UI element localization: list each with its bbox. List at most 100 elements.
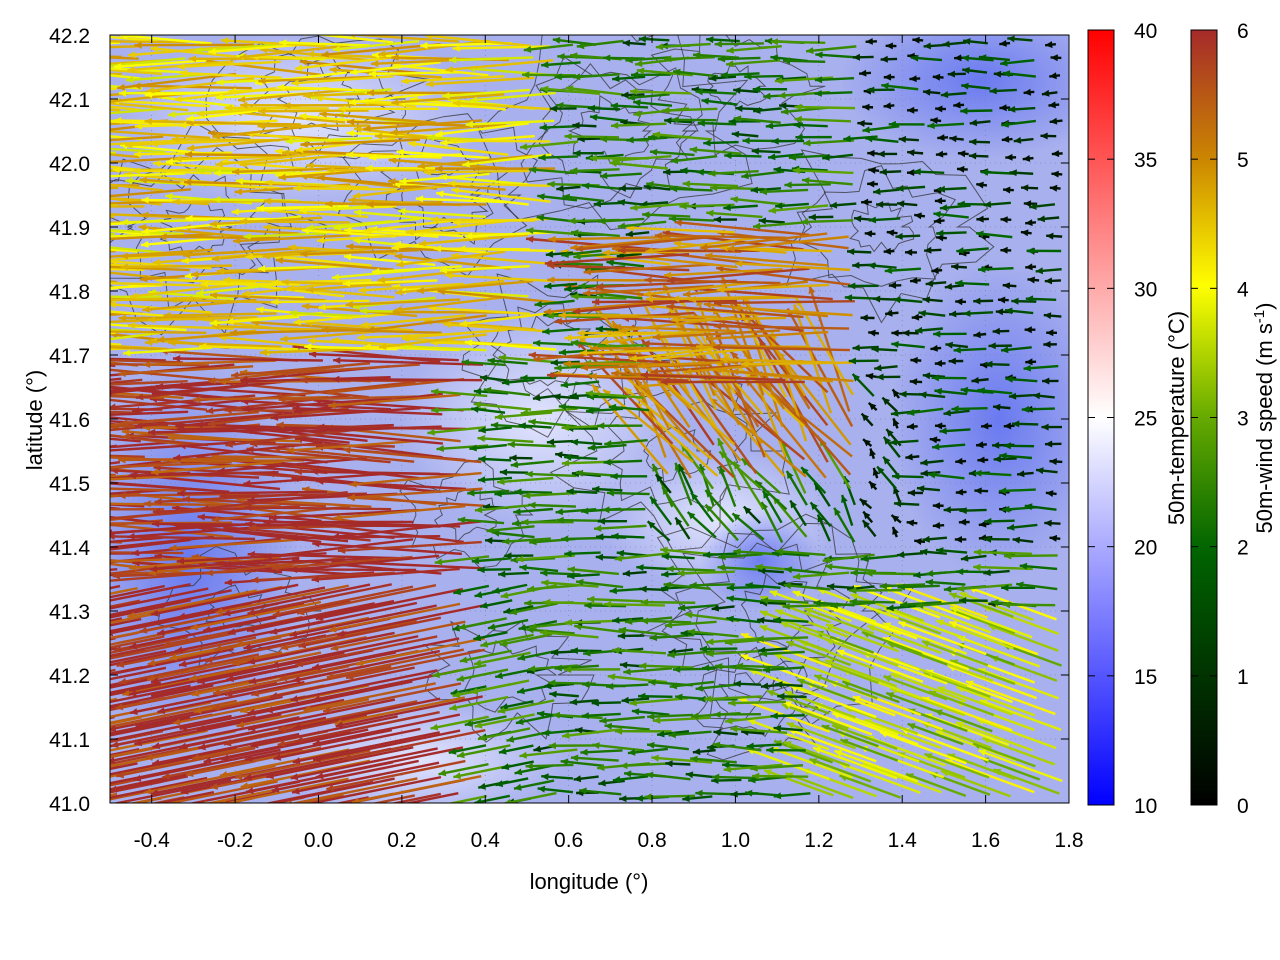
wind-arrow-head xyxy=(671,116,679,124)
wind-arrow-shaft xyxy=(583,263,714,274)
wind-arrow-head xyxy=(5,502,12,509)
x-tick-label: 0.0 xyxy=(304,829,333,852)
wind-arrow-head xyxy=(42,553,50,560)
wind-arrow-head xyxy=(53,129,61,136)
wind-arrow-shaft xyxy=(712,743,762,752)
wind-arrow-shaft xyxy=(980,757,1040,781)
wind-arrow-head xyxy=(1019,562,1028,570)
wind-arrow-head xyxy=(167,434,176,442)
wind-arrow-head xyxy=(667,276,675,284)
wind-arrow-head xyxy=(478,782,486,790)
colorbar-tick-label: 1 xyxy=(1237,666,1249,689)
wind-arrow-head xyxy=(963,310,971,317)
wind-arrow-head xyxy=(664,117,672,125)
wind-arrow-head xyxy=(843,135,851,143)
wind-arrow-head xyxy=(456,675,465,682)
wind-arrow-head xyxy=(969,119,978,127)
wind-arrow-head xyxy=(633,99,641,107)
wind-arrow-head xyxy=(612,75,620,83)
wind-arrow-head xyxy=(670,157,679,164)
wind-arrow-head xyxy=(706,36,714,44)
wind-arrow-head xyxy=(62,391,69,398)
wind-arrow-head xyxy=(576,578,584,586)
wind-arrow-shaft xyxy=(110,776,208,799)
wind-arrow-head xyxy=(706,650,714,658)
wind-arrow-shaft xyxy=(548,236,671,241)
wind-arrow-head xyxy=(945,341,953,349)
wind-arrow-shaft xyxy=(800,219,854,224)
wind-arrow-head xyxy=(688,296,697,303)
temperature-colorbar-label: 50m-temperature (°C) xyxy=(1164,311,1189,525)
wind-arrow-head xyxy=(151,390,160,397)
wind-arrow-head xyxy=(144,90,152,98)
wind-arrow-head xyxy=(417,162,426,170)
wind-arrow-head xyxy=(663,581,672,589)
wind-arrow-head xyxy=(1036,467,1044,475)
wind-arrow-shaft xyxy=(110,699,237,728)
wind-arrow-head xyxy=(428,803,436,810)
wind-arrow-head xyxy=(239,217,248,225)
wind-arrow-head xyxy=(771,137,779,145)
wind-arrow-head xyxy=(331,336,339,344)
wind-arrow-head xyxy=(953,346,961,354)
wind-arrow-head xyxy=(13,739,21,746)
wind-arrow-head xyxy=(741,360,749,368)
wind-arrow-shaft xyxy=(651,463,674,508)
wind-arrow-head xyxy=(118,370,126,377)
wind-arrow-shaft xyxy=(295,635,438,667)
wind-arrow-shaft xyxy=(251,665,392,696)
wind-arrow-head xyxy=(270,414,279,421)
wind-arrow-head xyxy=(244,755,253,762)
wind-arrow-shaft xyxy=(453,217,554,224)
wind-arrow-shaft xyxy=(786,640,852,667)
wind-arrow-head xyxy=(366,89,375,97)
wind-arrow-head xyxy=(144,338,153,346)
wind-arrow-head xyxy=(867,180,875,188)
wind-arrow-shaft xyxy=(371,265,462,274)
wind-arrow-head xyxy=(992,327,1000,335)
wind-arrow-head xyxy=(1037,215,1046,223)
wind-arrow-head xyxy=(630,204,638,211)
wind-arrow-head xyxy=(1035,267,1044,275)
wind-arrow-shaft xyxy=(290,747,438,780)
wind-arrow-head xyxy=(849,587,857,594)
wind-arrow-head xyxy=(394,306,402,313)
wind-arrow-shaft xyxy=(319,112,437,124)
wind-arrow-head xyxy=(275,148,283,155)
colorbar-tick-label: 20 xyxy=(1134,537,1157,560)
wind-arrow-shaft xyxy=(552,713,603,720)
wind-arrow-head xyxy=(453,219,461,226)
wind-arrow-head xyxy=(712,741,721,749)
wind-arrow-head xyxy=(118,492,126,500)
wind-arrow-head xyxy=(678,464,686,473)
wind-arrow-head xyxy=(620,762,628,770)
wind-arrow-head xyxy=(354,125,362,133)
wind-arrow-shaft xyxy=(474,504,530,512)
wind-arrow-head xyxy=(5,349,13,356)
wind-arrow-head xyxy=(1025,295,1034,303)
wind-arrow-shaft xyxy=(110,105,141,112)
wind-arrow-head xyxy=(38,96,46,103)
wind-arrow-head xyxy=(629,699,637,707)
wind-arrow-shaft xyxy=(449,139,551,143)
wind-arrow-head xyxy=(558,311,566,319)
wind-arrow-head xyxy=(360,321,369,329)
wind-arrow-head xyxy=(905,453,913,461)
wind-arrow-shaft xyxy=(464,340,557,351)
wind-arrow-shaft xyxy=(346,120,467,127)
wind-arrow-head xyxy=(1002,505,1010,513)
wind-arrow-head xyxy=(352,192,361,199)
wind-arrow-head xyxy=(746,742,754,750)
wind-arrow-head xyxy=(96,656,104,663)
wind-arrow-head xyxy=(573,149,581,157)
wind-arrow-head xyxy=(792,573,801,580)
wind-arrow-head xyxy=(118,89,126,97)
wind-arrow-shaft xyxy=(239,684,370,713)
wind-arrow-head xyxy=(462,160,470,168)
wind-arrow-shaft xyxy=(552,38,596,46)
wind-arrow-head xyxy=(478,455,486,463)
wind-arrow-head xyxy=(125,800,129,803)
wind-arrow-head xyxy=(770,54,778,62)
wind-arrow-head xyxy=(572,121,580,129)
wind-arrow-head xyxy=(564,666,572,673)
